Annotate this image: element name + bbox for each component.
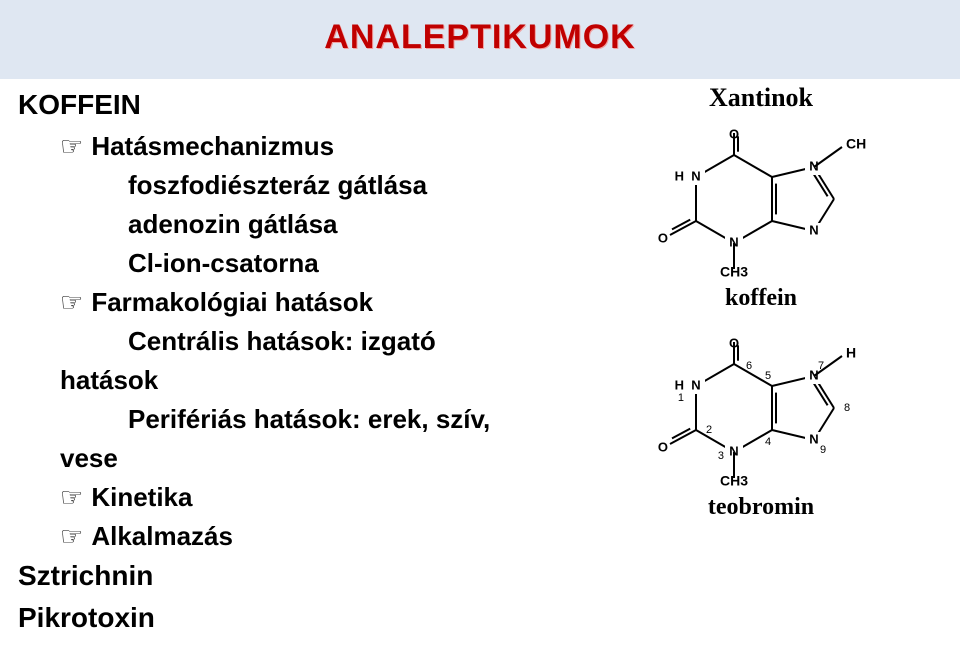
list-item: ☞ Kinetika (60, 482, 590, 513)
sub-item: Centrális hatások: izgató (128, 326, 590, 357)
koffein-header: KOFFEIN (18, 89, 590, 121)
svg-text:O: O (729, 129, 739, 141)
chem-structure-teobromin: OONH1NCH33NH7N924568 (656, 338, 866, 488)
list-item: ☞ Farmakológiai hatások (60, 287, 590, 318)
item-label: Hatásmechanizmus (91, 131, 334, 161)
svg-text:9: 9 (820, 444, 826, 456)
koffein-caption: koffein (656, 285, 866, 312)
svg-text:CH3: CH3 (720, 473, 748, 488)
sub-item: Cl-ion-csatorna (128, 248, 590, 279)
chem-structure-koffein: OONHNCH3NCH3N (656, 129, 866, 279)
right-column: Xantinok OONHNCH3NCH3N koffein OONH1NCH3… (590, 79, 960, 644)
item-label: Kinetika (91, 482, 192, 512)
sub-item-cont: hatások (60, 365, 590, 396)
title-bar: ANALEPTIKUMOK (0, 0, 960, 79)
pikrotoxin-header: Pikrotoxin (18, 602, 590, 634)
svg-text:3: 3 (718, 450, 724, 462)
svg-text:7: 7 (818, 360, 824, 372)
svg-text:1: 1 (678, 392, 684, 404)
svg-text:CH3: CH3 (846, 136, 866, 152)
svg-text:H: H (675, 168, 684, 183)
item-label: Alkalmazás (91, 521, 233, 551)
hand-icon: ☞ (60, 131, 83, 161)
sztrichnin-header: Sztrichnin (18, 560, 590, 592)
sub-item-cont: vese (60, 443, 590, 474)
svg-text:8: 8 (844, 402, 850, 414)
svg-text:CH3: CH3 (720, 264, 748, 279)
list-item: ☞ Alkalmazás (60, 521, 590, 552)
svg-text:5: 5 (765, 370, 771, 382)
sub-item: adenozin gátlása (128, 209, 590, 240)
svg-text:N: N (809, 431, 818, 446)
svg-text:H: H (846, 345, 856, 361)
item-label: Farmakológiai hatások (91, 287, 373, 317)
svg-text:N: N (691, 168, 700, 183)
svg-text:N: N (809, 222, 818, 237)
svg-text:O: O (658, 230, 668, 245)
list-item: ☞ Hatásmechanizmus (60, 131, 590, 162)
content-row: KOFFEIN ☞ Hatásmechanizmus foszfodiészter… (0, 79, 960, 644)
page-title: ANALEPTIKUMOK (324, 18, 635, 56)
hand-icon: ☞ (60, 287, 83, 317)
svg-text:O: O (729, 338, 739, 350)
svg-text:2: 2 (706, 424, 712, 436)
koffein-structure: OONHNCH3NCH3N koffein (656, 129, 866, 312)
svg-text:6: 6 (746, 360, 752, 372)
hand-icon: ☞ (60, 482, 83, 512)
teobromin-structure: OONH1NCH33NH7N924568 teobromin (656, 338, 866, 521)
svg-text:O: O (658, 439, 668, 454)
hand-icon: ☞ (60, 521, 83, 551)
teobromin-caption: teobromin (656, 494, 866, 521)
sub-item: foszfodiészteráz gátlása (128, 170, 590, 201)
sub-item: Perifériás hatások: erek, szív, (128, 404, 590, 435)
left-column: KOFFEIN ☞ Hatásmechanizmus foszfodiészter… (0, 79, 590, 644)
svg-text:N: N (691, 377, 700, 392)
svg-text:4: 4 (765, 436, 771, 448)
svg-text:H: H (675, 377, 684, 392)
xantinok-label: Xantinok (590, 83, 932, 113)
